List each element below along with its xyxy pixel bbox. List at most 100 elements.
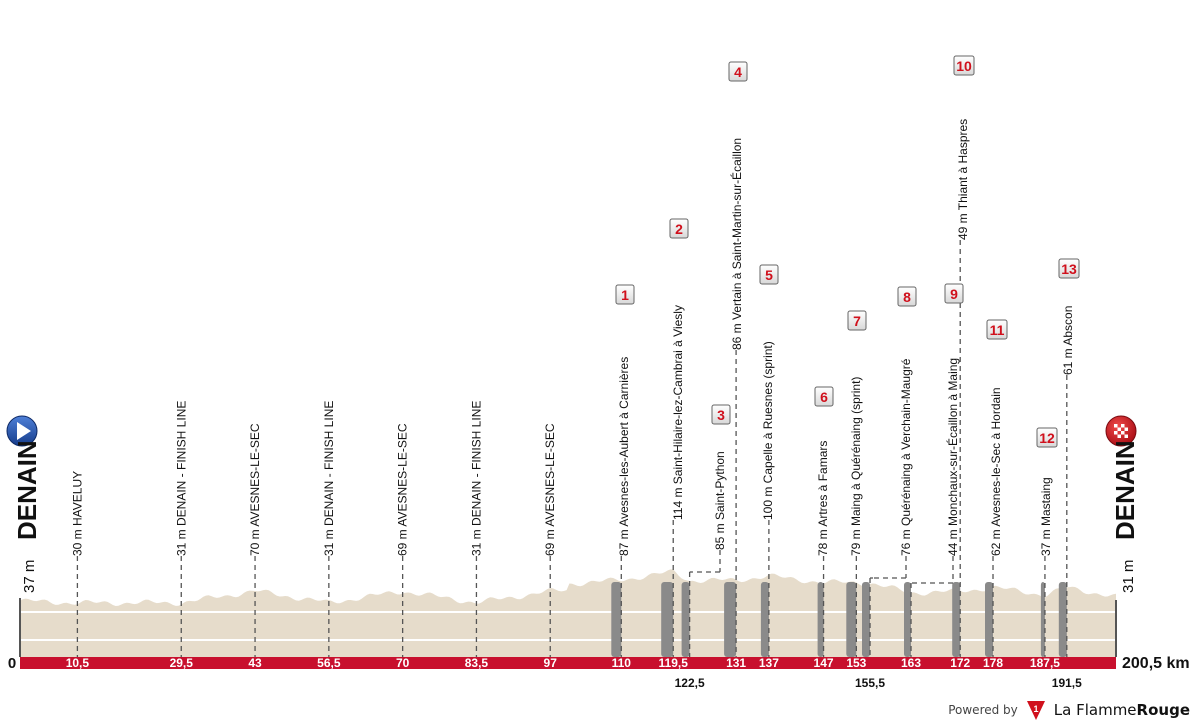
cobbled-sector-bar [846,582,857,657]
checkered-flag-icon [1121,424,1125,428]
km-label: 43 [248,656,262,670]
cobbled-sector-bar [904,582,911,657]
terrain-profile [20,569,1116,657]
km-label: 110 [612,656,632,670]
start-altitude-label: 37 m [21,560,38,593]
sector-label: 37 m Mastaing [1039,477,1053,556]
cobbled-sector-bar [985,582,993,657]
km-label: 56,5 [317,656,341,670]
km-label: 153 [846,656,866,670]
cobbled-sector-bar [862,582,870,657]
km-label: 119,5 [659,656,689,670]
play-arrow-icon [17,422,31,440]
brand-name: La FlammeRouge [1053,701,1190,719]
sector-number-badge [728,61,748,82]
sector-number-badge [615,284,635,305]
cobbled-sector-bar [1040,582,1045,657]
waypoint-label: 70 m AVESNES-LE-SEC [248,423,262,556]
cobbled-sector-bar [611,582,622,657]
sector-label: 79 m Maing à Quérénaing (sprint) [849,377,863,556]
y-axis-zero-label: 0 [8,655,16,672]
checkered-flag-icon [1114,424,1118,428]
sector-number: 10 [956,58,972,74]
waypoint-label: 31 m DENAIN - FINISH LINE [322,401,336,556]
waypoint-label: 69 m AVESNES-LE-SEC [396,423,410,556]
location-labels: 30 m HAVELUY 10,5 31 m DENAIN - FINISH LIN… [66,55,1082,690]
terrain-area [19,569,1117,657]
start-town-label: DENAIN [12,440,42,540]
km-label: 83,5 [465,656,489,670]
sector-number: 13 [1061,261,1077,277]
cobbled-sector-bar [952,582,961,657]
km-label: 178 [983,656,1003,670]
checkered-flag-icon [1117,427,1121,431]
sector-number-badge [759,264,779,285]
sector-number: 6 [820,389,828,405]
cobbled-sector-bar [681,582,690,657]
km-label: 97 [544,656,558,670]
sector-number-badge [1058,258,1080,279]
sector-number: 4 [734,64,742,80]
sector-label: 76 m Quérénaing à Verchain-Maugré [899,358,913,556]
waypoint-label: 31 m DENAIN - FINISH LINE [174,401,188,556]
waypoint-label: 69 m AVESNES-LE-SEC [543,423,557,556]
footer-attribution: Powered by 1 La FlammeRouge [948,699,1190,721]
waypoint-label: 30 m HAVELUY [70,471,84,556]
km-label-below: 155,5 [855,676,885,690]
waypoint-label: 31 m DENAIN - FINISH LINE [469,401,483,556]
sector-label: 86 m Vertain à Saint-Martin-sur-Écaillon [729,138,744,350]
checkered-flag-icon [1124,427,1128,431]
sector-label: 87 m Avesnes-les-Aubert à Carnières [617,357,631,556]
sector-number-badge [986,319,1008,340]
sector-number: 11 [990,322,1005,338]
sector-number-badge [814,386,834,407]
km-label: 172 [950,656,970,670]
sector-label: 62 m Avesnes-le-Sec à Hordain [989,387,1003,556]
marker-leader-lines [76,240,1068,657]
finish-town-label: DENAIN [1110,440,1140,540]
start-finish-markers: DENAIN 37 m DENAIN 31 m [6,415,1140,593]
km-label: 10,5 [66,656,90,670]
sector-number: 8 [903,289,911,305]
svg-text:1: 1 [1033,704,1038,714]
sector-number-badge [669,218,689,239]
sector-number-badge [847,310,867,331]
distance-axis-band: 0 200,5 km [8,655,1190,672]
sector-number-badge [953,55,975,76]
sector-number: 9 [950,286,958,302]
sector-number: 2 [675,221,683,237]
sector-label: 100 m Capelle à Ruesnes (sprint) [761,341,775,520]
cobbled-sector-bar [724,582,737,657]
sector-label: 114 m Saint-Hilaire-lez-Cambrai à Viesly [671,305,685,520]
sector-number-badge [897,286,917,307]
distance-band [20,657,1116,669]
sector-number: 12 [1039,430,1055,446]
cobbled-sector-bar [817,582,824,657]
powered-by-text: Powered by [948,703,1018,717]
km-label: 137 [759,656,779,670]
sector-number: 3 [717,407,725,423]
checkered-flag-icon [1121,431,1125,435]
sector-label: 44 m Monchaux-sur-Écaillon à Maing [945,358,960,556]
checkered-flag-icon [1117,434,1121,438]
sector-label: 61 m Abscon [1061,306,1075,375]
sector-label: 85 m Saint-Python [713,451,727,550]
sector-number-badge [711,404,731,425]
cobbled-sector-bar [1058,582,1067,657]
checkered-flag-icon [1114,431,1118,435]
total-distance-label: 200,5 km [1122,655,1190,672]
sector-number: 7 [853,313,861,329]
km-label: 131 [726,656,746,670]
km-label: 70 [396,656,410,670]
sector-number: 5 [765,267,773,283]
km-label: 163 [901,656,921,670]
sector-label: 49 m Thiant à Haspres [956,119,970,240]
km-label: 29,5 [170,656,194,670]
finish-altitude-label: 31 m [1120,560,1137,593]
sector-number-badge [944,283,964,304]
cobbled-sector-bar [661,582,674,657]
cobbled-sector-bar [760,582,769,657]
km-label: 187,5 [1030,656,1060,670]
sector-number: 1 [621,287,629,303]
